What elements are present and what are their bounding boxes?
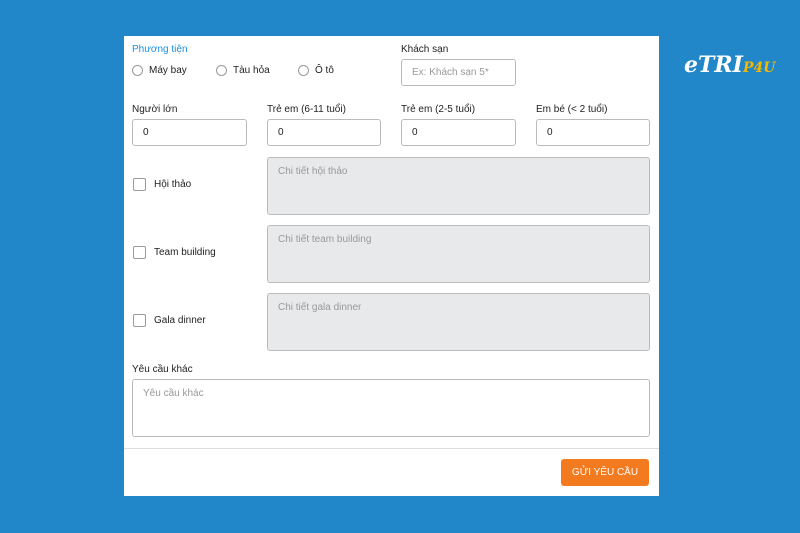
seminar-checkbox[interactable]: Hội thảo (133, 178, 191, 191)
team-building-details[interactable]: Chi tiết team building (267, 225, 650, 283)
etrip4u-logo: eTRIP4U (684, 52, 776, 78)
checkbox-label: Team building (154, 247, 216, 258)
hotel-placeholder: Ex: Khách sạn 5* (412, 67, 489, 78)
request-form: Phương tiện Máy bay Tàu hỏa Ô tô Khách s… (124, 36, 659, 496)
gala-dinner-checkbox[interactable]: Gala dinner (133, 314, 206, 327)
children-6-11-input[interactable]: 0 (267, 119, 381, 146)
radio-label: Tàu hỏa (233, 65, 270, 76)
other-requests-textarea[interactable]: Yêu cầu khác (132, 379, 650, 437)
infant-input[interactable]: 0 (536, 119, 650, 146)
team-building-checkbox[interactable]: Team building (133, 246, 216, 259)
other-label: Yêu cầu khác (132, 364, 193, 375)
hotel-label: Khách sạn (401, 44, 449, 55)
submit-button[interactable]: GỬI YÊU CẦU (561, 459, 649, 486)
seminar-details[interactable]: Chi tiết hội thảo (267, 157, 650, 215)
adults-input[interactable]: 0 (132, 119, 247, 146)
children-2-5-label: Trẻ em (2-5 tuổi) (401, 104, 476, 115)
infant-label: Em bé (< 2 tuổi) (536, 104, 608, 115)
checkbox-label: Gala dinner (154, 315, 206, 326)
hotel-input[interactable]: Ex: Khách sạn 5* (401, 59, 516, 86)
adults-label: Người lớn (132, 104, 178, 115)
divider (124, 448, 659, 449)
gala-dinner-details[interactable]: Chi tiết gala dinner (267, 293, 650, 351)
radio-label: Ô tô (315, 65, 334, 76)
children-6-11-label: Trẻ em (6-11 tuổi) (267, 104, 346, 115)
radio-plane[interactable]: Máy bay (132, 65, 187, 76)
radio-car[interactable]: Ô tô (298, 65, 334, 76)
radio-label: Máy bay (149, 65, 187, 76)
transport-label: Phương tiện (132, 44, 188, 55)
radio-train[interactable]: Tàu hỏa (216, 65, 270, 76)
children-2-5-input[interactable]: 0 (401, 119, 516, 146)
checkbox-label: Hội thảo (154, 179, 192, 190)
